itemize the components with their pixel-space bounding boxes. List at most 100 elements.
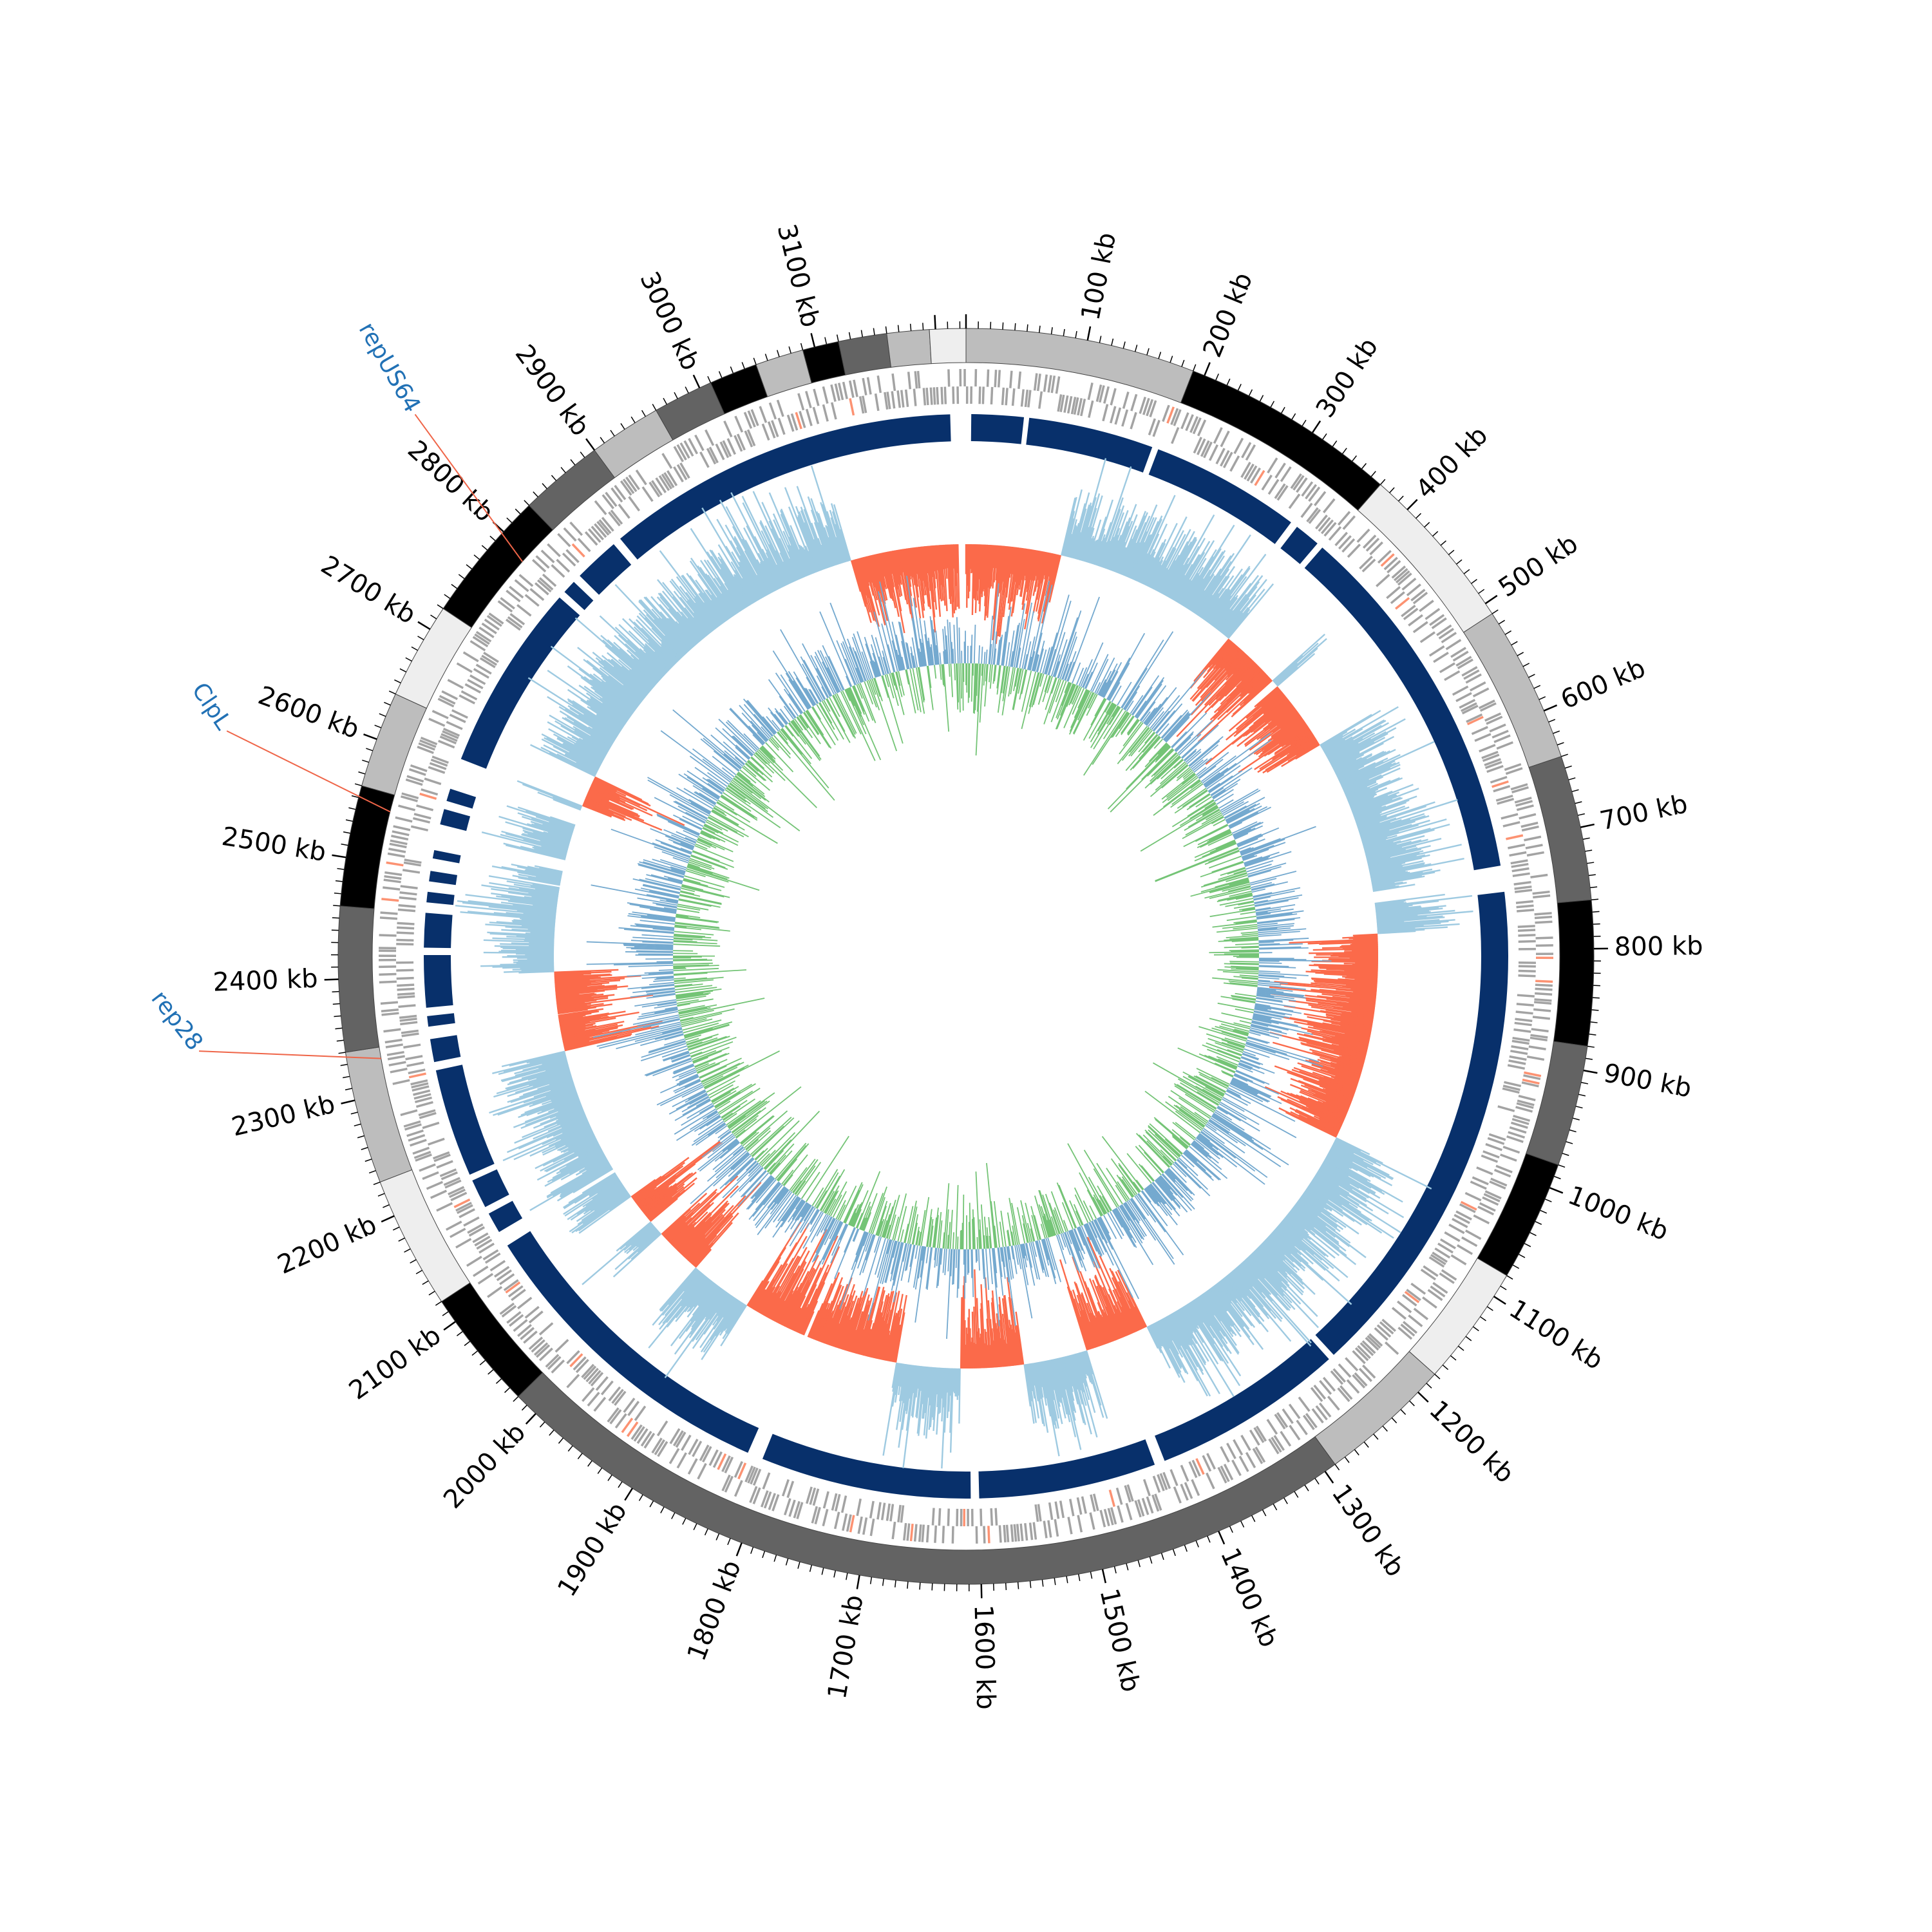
minor-tick — [718, 371, 723, 379]
cds-feature — [463, 1216, 480, 1227]
skew-negative-bar — [886, 551, 895, 587]
skew-positive-bar — [1087, 540, 1096, 564]
skew-negative-bar — [667, 1217, 692, 1242]
cds-feature — [1524, 1071, 1542, 1077]
cds-feature — [1059, 1501, 1065, 1519]
skew-negative-bar — [1239, 672, 1265, 697]
skew-negative-bar — [1311, 1006, 1374, 1017]
skew-negative-bar — [1316, 979, 1378, 985]
contig-segment — [337, 905, 380, 1053]
minor-tick — [1304, 1484, 1309, 1492]
skew-positive-bar — [668, 618, 695, 648]
skew-positive-bar — [1215, 1284, 1250, 1330]
skew-positive-bar — [521, 833, 569, 849]
skew-positive-bar — [697, 573, 730, 620]
minor-tick — [1582, 837, 1590, 840]
cds-feature — [1481, 750, 1499, 759]
cds-feature — [1231, 1459, 1242, 1477]
skew-negative-bar — [558, 1012, 609, 1022]
skew-positive-bar — [1299, 1197, 1344, 1230]
skew-positive-bar — [820, 544, 831, 568]
cds-feature — [916, 370, 921, 389]
cds-feature — [706, 448, 717, 465]
skew-negative-bar — [864, 556, 873, 583]
skew-negative-bar — [850, 560, 862, 592]
cds-feature — [1310, 1387, 1323, 1403]
skew-positive-bar — [527, 823, 572, 838]
skew-positive-bar — [560, 1164, 612, 1197]
skew-positive-bar — [1164, 536, 1197, 596]
cds-feature — [587, 1392, 600, 1407]
skew-negative-bar — [1262, 695, 1286, 714]
similarity-block — [580, 544, 632, 595]
skew-positive-bar — [1034, 1362, 1042, 1399]
skew-negative-bar — [851, 1294, 870, 1353]
skew-negative-bar — [1302, 1106, 1343, 1126]
skew-positive-bar — [520, 1104, 582, 1130]
skew-positive-bar — [578, 714, 617, 739]
skew-negative-bar — [556, 994, 615, 1002]
cds-feature — [400, 795, 418, 802]
skew-positive-bar — [605, 645, 655, 688]
skew-negative-bar — [856, 1329, 865, 1354]
major-tick — [810, 333, 816, 348]
skew-positive-bar — [1327, 732, 1376, 760]
cds-feature — [1276, 485, 1289, 501]
skew-positive-bar — [1242, 1260, 1289, 1311]
cds-feature — [1059, 394, 1065, 413]
skew-positive-bar — [1185, 1304, 1222, 1361]
minor-tick — [1511, 641, 1518, 646]
gc-content-bar — [976, 1249, 978, 1262]
cds-feature — [1346, 1379, 1360, 1394]
cds-feature — [513, 1319, 528, 1332]
skew-positive-bar — [913, 1365, 918, 1394]
skew-positive-bar — [1160, 531, 1195, 594]
skew-negative-bar — [554, 976, 601, 981]
skew-positive-bar — [1180, 1307, 1197, 1333]
skew-positive-bar — [1083, 1350, 1102, 1406]
skew-positive-bar — [1094, 534, 1106, 565]
skew-negative-bar — [1235, 693, 1285, 734]
cds-feature — [1486, 715, 1503, 725]
skew-negative-bar — [1304, 1084, 1352, 1104]
skew-positive-bar — [1156, 1321, 1182, 1369]
skew-positive-bar — [488, 905, 556, 914]
skew-positive-bar — [583, 685, 630, 719]
minor-tick — [1434, 1374, 1441, 1379]
minor-tick — [682, 1518, 687, 1525]
gc-content-bar — [976, 663, 979, 696]
skew-negative-bar — [961, 1297, 963, 1368]
cds-feature — [1055, 376, 1061, 394]
cds-feature — [866, 377, 872, 395]
contig-segment — [965, 328, 1194, 404]
cds-feature — [408, 1068, 426, 1075]
cds-feature — [1306, 507, 1319, 523]
skew-negative-bar — [1346, 975, 1378, 979]
skew-negative-bar — [816, 1300, 833, 1341]
skew-positive-bar — [724, 582, 743, 611]
skew-positive-bar — [527, 677, 619, 736]
skew-negative-bar — [1010, 547, 1022, 617]
skew-positive-bar — [692, 1283, 717, 1316]
cds-feature — [1383, 556, 1398, 571]
cds-feature — [933, 387, 936, 405]
skew-negative-bar — [995, 545, 999, 569]
skew-positive-bar — [703, 592, 726, 623]
skew-positive-bar — [1046, 1360, 1060, 1419]
skew-negative-bar — [878, 1291, 895, 1359]
cds-feature — [1107, 1508, 1114, 1526]
skew-positive-bar — [766, 549, 786, 587]
cds-feature — [1020, 389, 1025, 407]
skew-negative-bar — [1303, 1013, 1373, 1027]
skew-negative-bar — [1257, 735, 1315, 773]
gc-content-bar — [984, 664, 989, 707]
skew-negative-bar — [1272, 732, 1313, 759]
cds-feature — [1377, 549, 1392, 564]
skew-negative-bar — [1226, 692, 1283, 741]
cds-feature — [1130, 393, 1138, 412]
skew-negative-bar — [554, 980, 621, 986]
skew-positive-bar — [1370, 868, 1433, 882]
skew-negative-bar — [817, 1277, 844, 1341]
skew-positive-bar — [780, 513, 808, 577]
skew-negative-bar — [1235, 690, 1282, 730]
